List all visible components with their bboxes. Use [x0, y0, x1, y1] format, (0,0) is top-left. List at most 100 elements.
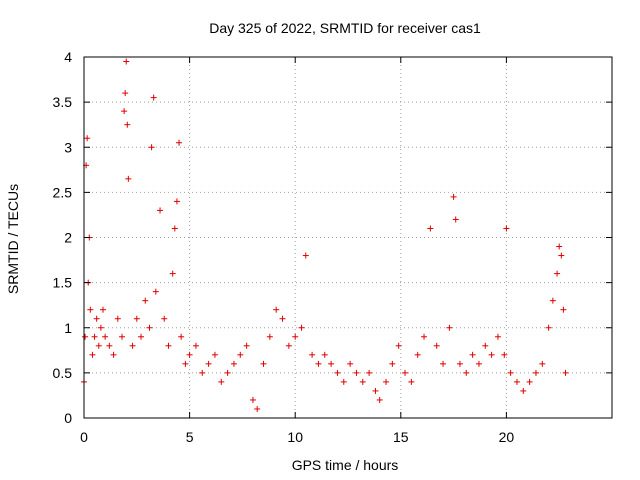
data-points [81, 58, 569, 412]
data-point [334, 369, 341, 376]
data-point [211, 351, 218, 358]
data-point [91, 333, 98, 340]
data-point [427, 225, 434, 232]
data-point [520, 387, 527, 394]
data-point [359, 378, 366, 385]
x-tick-label: 15 [393, 429, 409, 445]
x-tick-label: 20 [499, 429, 515, 445]
data-point [315, 360, 322, 367]
data-point [102, 333, 109, 340]
data-point [347, 360, 354, 367]
x-axis-label: GPS time / hours [292, 457, 399, 473]
data-point [178, 333, 185, 340]
axes [83, 56, 613, 419]
data-point [146, 324, 153, 331]
data-point [450, 193, 457, 200]
data-point [328, 360, 335, 367]
data-point [254, 405, 261, 412]
data-point [402, 369, 409, 376]
data-point [93, 315, 100, 322]
data-point [488, 351, 495, 358]
data-point [243, 342, 250, 349]
data-point [176, 139, 183, 146]
data-point [452, 216, 459, 223]
data-point [224, 369, 231, 376]
data-point [353, 369, 360, 376]
data-point [372, 387, 379, 394]
data-point [89, 351, 96, 358]
y-tick-label: 1.5 [53, 275, 73, 291]
data-point [169, 270, 176, 277]
data-point [138, 333, 145, 340]
data-point [157, 207, 164, 214]
data-point [230, 360, 237, 367]
data-point [503, 225, 510, 232]
data-point [266, 333, 273, 340]
data-point [554, 270, 561, 277]
data-point [562, 369, 569, 376]
data-point [408, 378, 415, 385]
data-point [95, 342, 102, 349]
data-point [84, 135, 91, 142]
data-point [192, 342, 199, 349]
data-point [133, 315, 140, 322]
data-point [494, 333, 501, 340]
grid [84, 57, 612, 418]
tick-labels: 0 5 10 15 20 0 0.5 1 1.5 2 2.5 3 3.5 4 [53, 49, 515, 445]
data-point [124, 121, 131, 128]
data-point [129, 342, 136, 349]
data-point [456, 360, 463, 367]
data-point [395, 342, 402, 349]
data-point [285, 342, 292, 349]
data-point [152, 288, 159, 295]
y-tick-label: 3.5 [53, 94, 73, 110]
y-tick-label: 2.5 [53, 184, 73, 200]
data-point [100, 306, 107, 313]
data-point [526, 378, 533, 385]
data-point [82, 333, 89, 340]
data-point [260, 360, 267, 367]
x-tick-label: 0 [80, 429, 88, 445]
data-point [237, 351, 244, 358]
data-point [122, 90, 129, 97]
data-point [142, 297, 149, 304]
y-axis-label: SRMTID / TECUs [5, 184, 21, 294]
data-point [446, 324, 453, 331]
data-point [199, 369, 206, 376]
data-point [560, 306, 567, 313]
data-point [421, 333, 428, 340]
data-point [539, 360, 546, 367]
data-point [440, 360, 447, 367]
data-point [161, 315, 168, 322]
data-point [376, 396, 383, 403]
y-tick-label: 3 [64, 139, 72, 155]
data-point [414, 351, 421, 358]
data-point [292, 333, 299, 340]
data-point [340, 378, 347, 385]
data-point [121, 108, 128, 115]
data-point [173, 198, 180, 205]
data-point [532, 369, 539, 376]
data-point [383, 378, 390, 385]
data-point [249, 396, 256, 403]
data-point [556, 243, 563, 250]
data-point [273, 306, 280, 313]
data-point [302, 252, 309, 259]
data-point [309, 351, 316, 358]
data-point [165, 342, 172, 349]
data-point [298, 324, 305, 331]
data-point [558, 252, 565, 259]
data-point [389, 360, 396, 367]
data-point [97, 324, 104, 331]
data-point [321, 351, 328, 358]
data-point [110, 351, 117, 358]
data-point [205, 360, 212, 367]
data-point [507, 369, 514, 376]
data-point [119, 333, 126, 340]
x-tick-label: 5 [186, 429, 194, 445]
y-tick-label: 4 [64, 49, 72, 65]
data-point [150, 94, 157, 101]
data-point [123, 58, 130, 65]
y-tick-label: 1 [64, 320, 72, 336]
